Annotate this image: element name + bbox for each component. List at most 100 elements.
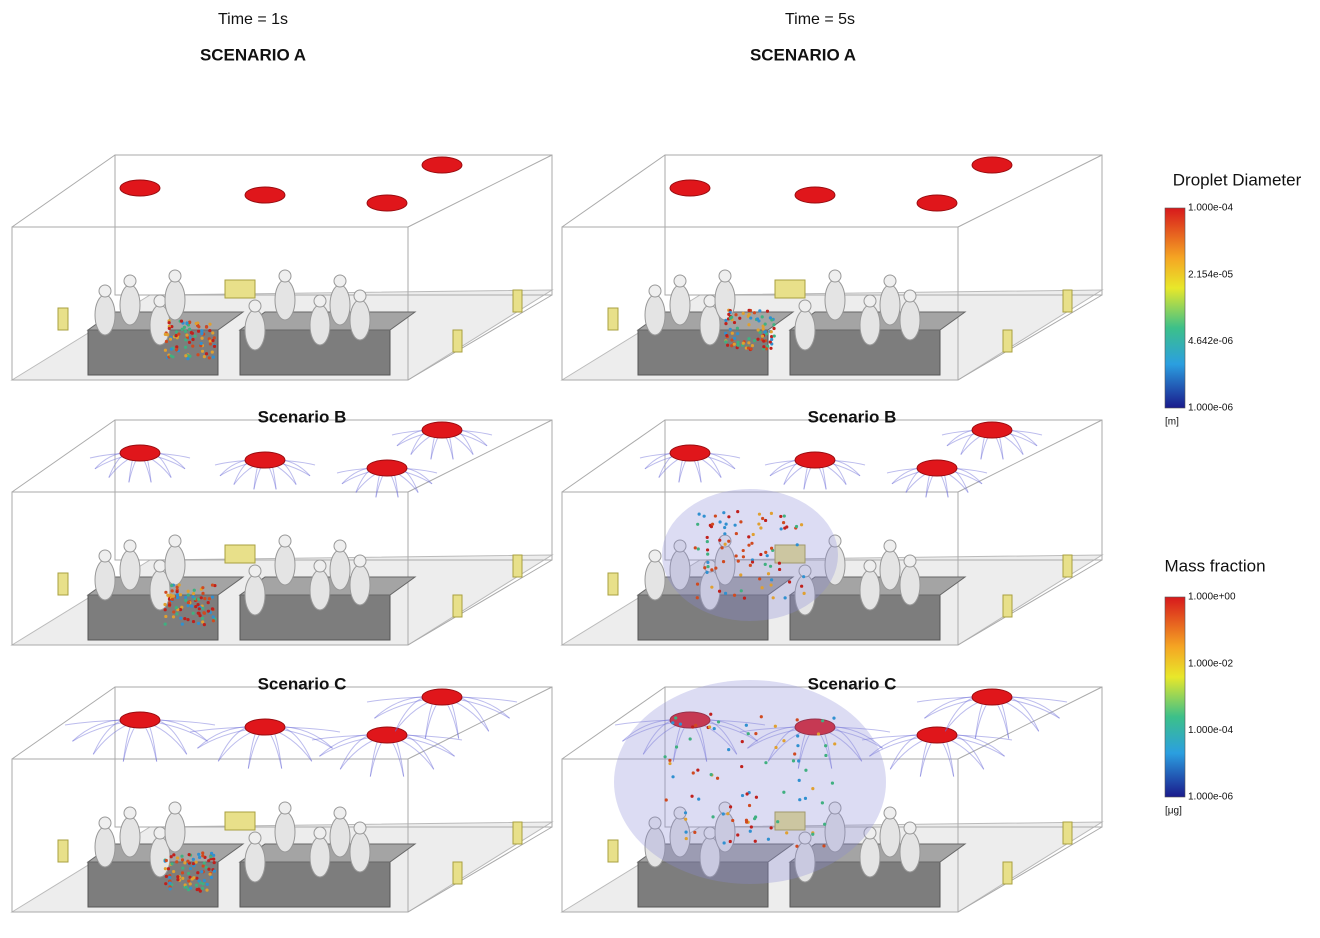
aerosol-cloud bbox=[662, 489, 838, 621]
room-edge bbox=[561, 419, 666, 493]
particle bbox=[728, 805, 733, 809]
particle bbox=[170, 862, 174, 866]
person-head bbox=[828, 801, 842, 815]
particle bbox=[707, 725, 712, 729]
particle bbox=[705, 548, 710, 552]
person-body bbox=[794, 309, 816, 351]
particle bbox=[168, 887, 172, 891]
particle bbox=[705, 570, 709, 575]
particle bbox=[741, 548, 745, 553]
particle bbox=[177, 583, 181, 587]
particle bbox=[723, 591, 728, 595]
person-head bbox=[168, 534, 182, 548]
particle bbox=[210, 607, 215, 611]
particle bbox=[202, 623, 206, 627]
wall-vent bbox=[224, 279, 256, 299]
particle bbox=[191, 595, 195, 599]
room-front bbox=[561, 226, 959, 381]
particle bbox=[774, 745, 778, 750]
particle bbox=[736, 510, 740, 514]
particle bbox=[201, 591, 205, 595]
particle bbox=[795, 844, 799, 848]
particle bbox=[180, 622, 184, 626]
particle bbox=[765, 554, 769, 558]
particle bbox=[705, 539, 709, 544]
colorbar bbox=[1164, 596, 1186, 798]
particle bbox=[182, 325, 187, 329]
particle bbox=[671, 775, 675, 779]
person-head bbox=[648, 816, 662, 830]
wall-vent bbox=[452, 861, 463, 885]
person-head bbox=[673, 274, 687, 288]
particle bbox=[168, 337, 173, 341]
particle bbox=[175, 590, 179, 594]
ceiling-diffuser bbox=[794, 718, 836, 736]
particle bbox=[762, 345, 766, 349]
particle bbox=[197, 855, 202, 859]
particle bbox=[171, 594, 175, 598]
wall-vent bbox=[1062, 821, 1073, 845]
particle bbox=[744, 723, 748, 727]
particle bbox=[824, 744, 828, 748]
particle bbox=[176, 878, 180, 882]
room-front bbox=[561, 491, 959, 646]
ceiling-diffuser bbox=[244, 186, 286, 204]
room-front bbox=[11, 226, 409, 381]
scenario-label: Scenario B bbox=[808, 407, 897, 426]
particle bbox=[200, 870, 204, 874]
person-body bbox=[119, 549, 141, 591]
particle bbox=[747, 312, 751, 316]
particle bbox=[185, 335, 190, 340]
person-head bbox=[718, 269, 732, 283]
particle bbox=[724, 522, 728, 526]
particle bbox=[770, 337, 774, 342]
particle bbox=[208, 328, 212, 333]
ceiling-diffuser bbox=[669, 444, 711, 462]
person-head bbox=[168, 801, 182, 815]
person-body bbox=[879, 284, 901, 326]
room-edge bbox=[407, 294, 553, 381]
particle bbox=[212, 336, 216, 340]
person-head bbox=[98, 284, 112, 298]
room-edge bbox=[957, 154, 1103, 228]
particle bbox=[206, 601, 210, 605]
particle bbox=[194, 883, 199, 887]
time-label: Time = 5s bbox=[785, 11, 855, 28]
particle bbox=[761, 516, 765, 521]
particle bbox=[749, 316, 753, 320]
person-body bbox=[714, 279, 736, 321]
particle bbox=[733, 523, 737, 527]
particle bbox=[201, 864, 205, 868]
particle bbox=[795, 543, 799, 547]
particle bbox=[793, 752, 797, 756]
particle bbox=[180, 858, 185, 862]
particle bbox=[166, 593, 170, 597]
particle bbox=[717, 589, 722, 593]
particle bbox=[196, 329, 201, 333]
particle bbox=[201, 620, 205, 624]
particle bbox=[768, 564, 773, 568]
particle bbox=[164, 339, 169, 344]
particle bbox=[207, 356, 211, 360]
person-head bbox=[333, 274, 347, 288]
particle bbox=[208, 342, 212, 346]
person-head bbox=[278, 269, 292, 283]
room-edge bbox=[957, 294, 1103, 381]
person-head bbox=[353, 289, 367, 303]
particle bbox=[212, 853, 216, 857]
person-body bbox=[899, 299, 921, 341]
particle bbox=[739, 589, 743, 593]
particle bbox=[180, 327, 184, 331]
colorbars: Droplet Diameter 1.000e-04 2.154e-05 4.642e… bbox=[1164, 170, 1301, 816]
person-head bbox=[123, 274, 137, 288]
person-head bbox=[153, 826, 167, 840]
particle bbox=[703, 566, 707, 570]
particle bbox=[721, 812, 725, 816]
person-head bbox=[703, 294, 717, 308]
particle bbox=[196, 597, 201, 601]
particle bbox=[186, 593, 190, 597]
particle bbox=[751, 532, 755, 537]
panel: Scenario B bbox=[10, 407, 554, 646]
particle bbox=[759, 526, 763, 530]
